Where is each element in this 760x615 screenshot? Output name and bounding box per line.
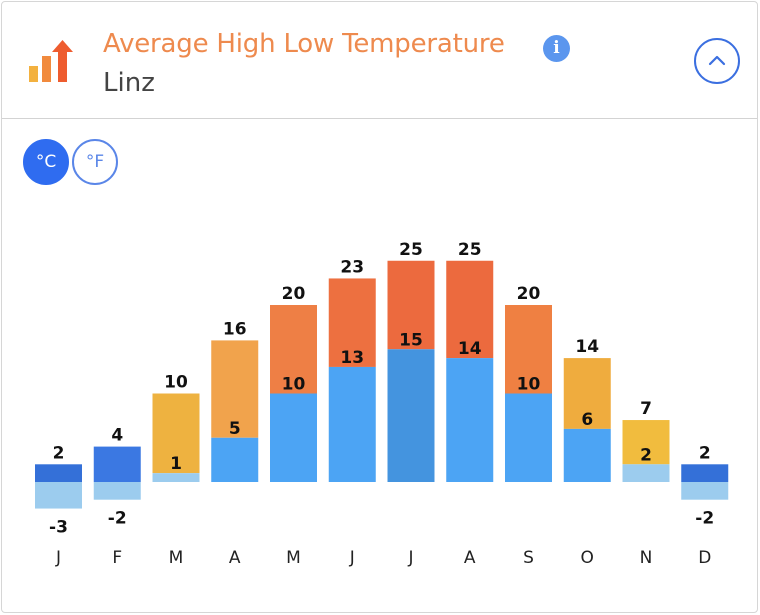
- month-label: D: [698, 548, 711, 568]
- low-temp-label: 14: [458, 339, 482, 359]
- high-temp-label: 20: [517, 284, 541, 304]
- low-temp-bar: [152, 473, 200, 482]
- info-icon[interactable]: i: [543, 35, 570, 62]
- low-temp-bar: [681, 482, 729, 500]
- high-temp-label: 20: [282, 284, 306, 304]
- low-temp-label: -3: [49, 518, 68, 538]
- low-temp-label: 10: [517, 375, 541, 395]
- page-title: Average High Low Temperature: [103, 29, 505, 59]
- card-header: Average High Low Temperature Linz i: [2, 2, 757, 119]
- high-temp-bar: [387, 260, 435, 350]
- low-temp-bar: [270, 393, 317, 482]
- high-temp-label: 23: [340, 257, 364, 277]
- low-temp-bar: [622, 464, 670, 482]
- low-temp-label: 10: [282, 375, 306, 395]
- low-temp-bar: [446, 358, 494, 482]
- high-temp-label: 7: [640, 399, 652, 419]
- low-temp-label: 2: [640, 445, 652, 465]
- high-temp-label: 14: [575, 337, 599, 357]
- low-temp-bar: [93, 482, 141, 500]
- bar-chart-arrow-icon: [29, 40, 73, 82]
- low-temp-label: 1: [170, 454, 182, 474]
- low-temp-bar: [563, 428, 611, 482]
- low-temp-label: 6: [581, 410, 593, 430]
- low-temp-label: -2: [108, 509, 127, 529]
- low-temp-label: 13: [340, 348, 364, 368]
- month-label: A: [464, 548, 476, 568]
- celsius-toggle[interactable]: °C: [23, 139, 69, 185]
- low-temp-label: 15: [399, 330, 423, 350]
- low-temp-bar: [387, 349, 435, 482]
- chevron-up-icon: [708, 55, 726, 66]
- high-temp-label: 4: [111, 426, 123, 446]
- high-temp-bar: [563, 358, 611, 429]
- high-temp-bar: [446, 260, 494, 359]
- collapse-button[interactable]: [694, 38, 740, 84]
- fahrenheit-toggle[interactable]: °F: [72, 139, 118, 185]
- high-temp-label: 2: [53, 443, 65, 463]
- month-label: A: [229, 548, 241, 568]
- low-temp-label: 5: [229, 419, 241, 439]
- high-temp-bar: [211, 340, 259, 438]
- low-temp-label: -2: [695, 509, 714, 529]
- location-subtitle: Linz: [103, 68, 155, 98]
- high-temp-bar: [681, 464, 729, 482]
- high-temp-bar: [270, 305, 317, 394]
- low-temp-bar: [328, 366, 376, 482]
- high-temp-label: 25: [458, 240, 482, 260]
- high-temp-bar: [35, 464, 82, 482]
- month-label: J: [55, 548, 61, 568]
- high-temp-label: 2: [699, 443, 711, 463]
- month-label: J: [349, 548, 355, 568]
- low-temp-bar: [35, 482, 82, 509]
- high-temp-label: 25: [399, 240, 423, 260]
- month-label: F: [112, 548, 122, 568]
- high-temp-bar: [505, 305, 552, 394]
- high-temp-label: 16: [223, 319, 247, 339]
- month-label: N: [640, 548, 653, 568]
- low-temp-bar: [505, 393, 552, 482]
- month-label: J: [407, 548, 413, 568]
- high-temp-bar: [622, 420, 670, 465]
- month-label: M: [169, 548, 184, 568]
- high-temp-bar: [93, 446, 141, 482]
- month-label: O: [581, 548, 594, 568]
- high-temp-bar: [328, 278, 376, 367]
- high-temp-label: 10: [164, 373, 188, 393]
- month-label: M: [286, 548, 301, 568]
- low-temp-bar: [211, 437, 259, 482]
- high-temp-bar: [152, 393, 200, 474]
- month-label: S: [523, 548, 534, 568]
